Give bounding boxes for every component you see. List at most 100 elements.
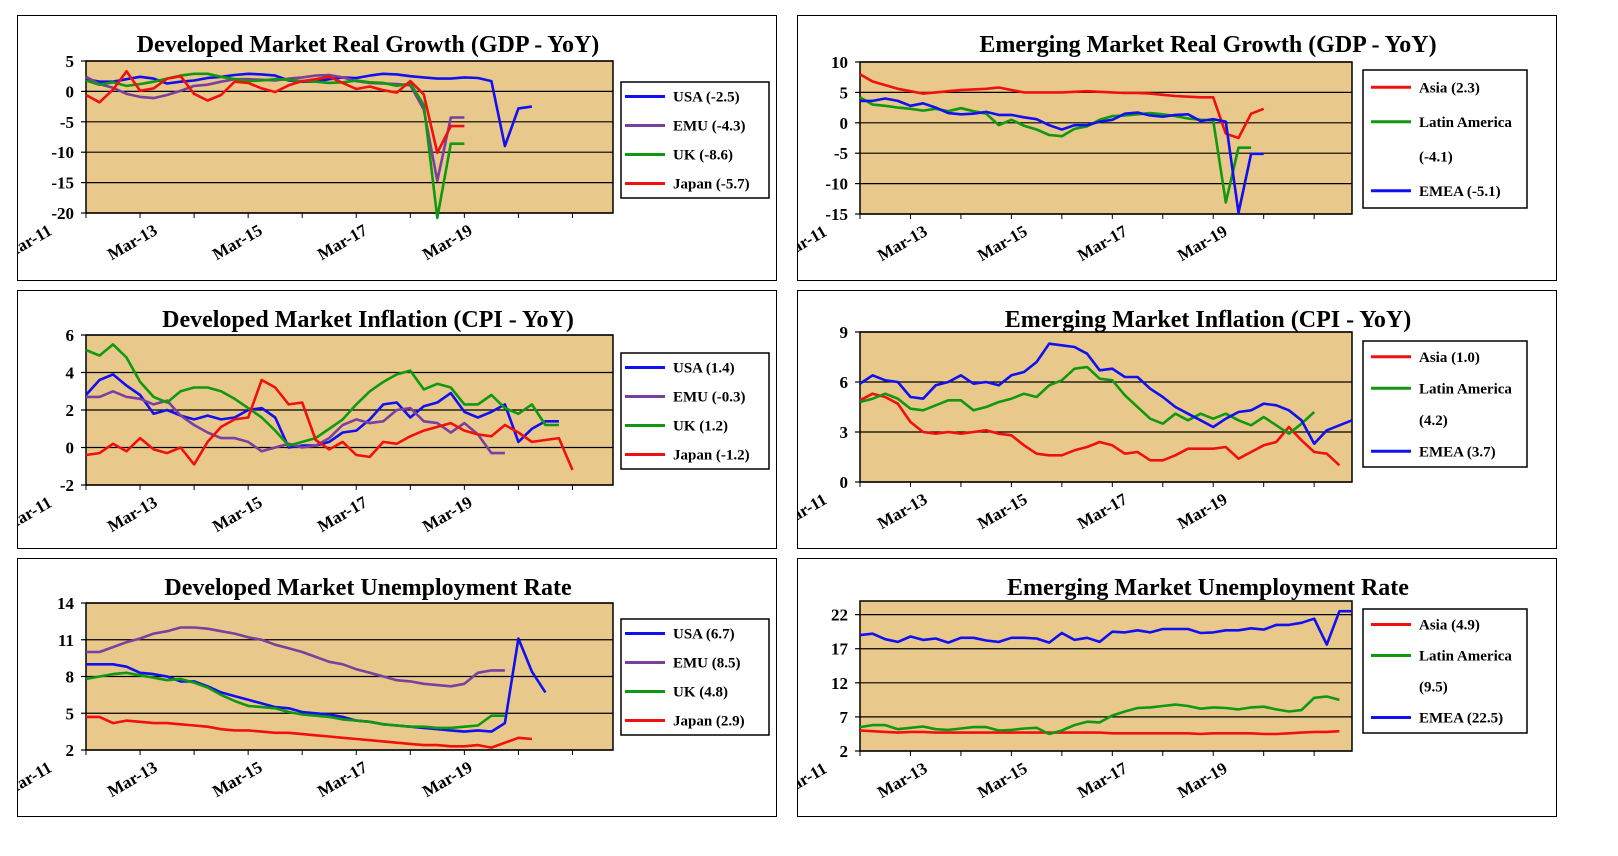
chart-dm-gdp: Developed Market Real Growth (GDP - YoY)… [18, 32, 770, 264]
legend-label: USA (6.7) [673, 627, 735, 643]
y-tick-label: 0 [66, 82, 75, 101]
y-tick-label: 6 [840, 373, 849, 392]
series-line-japan-1-2 [85, 378, 574, 471]
x-tick-label: Mar-19 [419, 220, 475, 264]
x-tick-label: Mar-15 [974, 758, 1030, 802]
y-tick-label: 9 [840, 323, 849, 342]
chart-title: Developed Market Real Growth (GDP - YoY) [137, 32, 600, 58]
x-tick-label: Mar-19 [419, 492, 475, 536]
series-line-asia-4-9 [859, 729, 1340, 736]
x-tick-label: Mar-17 [314, 220, 371, 264]
x-tick-label: Mar-15 [974, 489, 1030, 533]
legend-label: Japan (-1.2) [673, 448, 750, 464]
chart-em-unemp: Emerging Market Unemployment Rate 22 17 12 7… [798, 575, 1528, 802]
legend-label: EMEA (-5.1) [1419, 184, 1501, 200]
x-tick-label: Mar-13 [874, 758, 930, 802]
series-line-uk-1-2 [85, 343, 559, 447]
series-line-emea-22-5 [859, 609, 1352, 646]
series-line-emu-8-5 [86, 626, 505, 688]
y-tick-label: 12 [831, 674, 848, 693]
legend-label: USA (1.4) [673, 361, 735, 377]
legend-label-cont: (4.2) [1419, 413, 1448, 429]
x-tick-label: Mar-11 [798, 759, 830, 802]
y-tick-label: -5 [834, 144, 848, 163]
legend-label: Latin America [1419, 381, 1512, 397]
series-line-emu-0-3 [86, 390, 505, 455]
y-tick-label: 2 [840, 742, 849, 761]
y-tick-label: 0 [840, 473, 849, 492]
y-tick-label: 5 [66, 52, 75, 71]
chart-title: Developed Market Unemployment Rate [164, 575, 572, 601]
x-tick-label: Mar-17 [1074, 489, 1131, 533]
x-tick-label: Mar-19 [1174, 758, 1230, 802]
chart-title: Emerging Market Unemployment Rate [1007, 575, 1409, 601]
legend-label: Asia (4.9) [1419, 618, 1480, 634]
x-tick-label: Mar-11 [18, 493, 55, 536]
chart-panel-dm-cpi: Developed Market Inflation (CPI - YoY) 6 4… [17, 290, 777, 549]
y-tick-label: 0 [840, 114, 849, 133]
legend [620, 618, 770, 736]
legend-label: EMU (-4.3) [673, 119, 745, 135]
chart-title: Developed Market Inflation (CPI - YoY) [162, 307, 574, 333]
legend [620, 81, 770, 199]
series-line-japan-2-9 [86, 715, 533, 749]
x-tick-label: Mar-13 [874, 221, 930, 265]
chart-em-cpi: Emerging Market Inflation (CPI - YoY) 9 6 3… [798, 307, 1528, 533]
y-tick-label: -15 [825, 205, 848, 224]
y-tick-label: 17 [831, 640, 849, 659]
legend [1362, 340, 1528, 468]
chart-dm-unemp: Developed Market Unemployment Rate 14 11 8 5… [18, 575, 770, 801]
y-tick-label: 10 [831, 53, 848, 72]
x-tick-label: Mar-11 [798, 222, 830, 265]
series-line-uk-8-6 [85, 72, 465, 220]
y-tick-label: 8 [66, 668, 75, 687]
y-tick-label: 6 [66, 326, 75, 345]
y-tick-label: 22 [831, 606, 848, 625]
y-tick-label: 11 [58, 631, 74, 650]
chart-em-gdp: Emerging Market Real Growth (GDP - YoY) 1… [798, 32, 1528, 265]
legend-label-cont: (-4.1) [1419, 149, 1453, 165]
x-tick-label: Mar-17 [314, 757, 371, 801]
series-line-emea-5-1 [860, 97, 1264, 215]
x-tick-label: Mar-11 [18, 221, 55, 264]
x-tick-label: Mar-15 [974, 221, 1030, 265]
y-tick-label: 14 [57, 594, 75, 613]
x-tick-label: Mar-17 [314, 492, 371, 536]
x-tick-label: Mar-15 [209, 220, 265, 264]
plot-area [859, 331, 1353, 483]
chart-dm-cpi: Developed Market Inflation (CPI - YoY) 6 4… [18, 307, 770, 536]
x-tick-label: Mar-17 [1074, 758, 1131, 802]
x-tick-label: Mar-13 [104, 757, 160, 801]
x-tick-label: Mar-15 [209, 757, 265, 801]
legend-label: EMU (8.5) [673, 656, 741, 672]
y-tick-label: 5 [840, 83, 849, 102]
legend-label: Asia (2.3) [1419, 80, 1480, 96]
series-line-latin-america-4-2 [859, 365, 1316, 435]
chart-panel-em-unemp: Emerging Market Unemployment Rate 22 17 12 7… [797, 558, 1557, 817]
y-tick-label: -2 [60, 476, 74, 495]
chart-title: Emerging Market Real Growth (GDP - YoY) [979, 32, 1436, 58]
chart-panel-dm-unemp: Developed Market Unemployment Rate 14 11 8 5… [17, 558, 777, 817]
legend-label: EMEA (3.7) [1419, 444, 1496, 460]
legend [1362, 608, 1528, 734]
y-tick-label: -20 [51, 204, 74, 223]
series-line-asia-1-0 [859, 392, 1341, 467]
y-tick-label: 4 [66, 364, 75, 383]
legend-label-cont: (9.5) [1419, 680, 1448, 696]
chart-panel-dm-gdp: Developed Market Real Growth (GDP - YoY)… [17, 15, 777, 281]
x-tick-label: Mar-19 [419, 757, 475, 801]
y-tick-label: 5 [66, 704, 75, 723]
series-line-latin-america-9-5 [859, 695, 1340, 736]
chart-panel-em-gdp: Emerging Market Real Growth (GDP - YoY) 1… [797, 15, 1557, 281]
y-tick-label: -15 [51, 174, 74, 193]
x-tick-label: Mar-11 [798, 490, 830, 533]
series-line-emea-3-7 [859, 342, 1353, 445]
y-tick-label: -10 [51, 143, 74, 162]
chart-title: Emerging Market Inflation (CPI - YoY) [1005, 307, 1411, 333]
legend-label: Latin America [1419, 115, 1512, 131]
legend-label: Latin America [1419, 649, 1512, 665]
series-line-latin-america-4-1 [859, 96, 1252, 204]
legend-label: Japan (-5.7) [673, 177, 750, 193]
y-tick-label: 2 [66, 401, 75, 420]
chart-panel-em-cpi: Emerging Market Inflation (CPI - YoY) 9 6 3… [797, 290, 1557, 549]
